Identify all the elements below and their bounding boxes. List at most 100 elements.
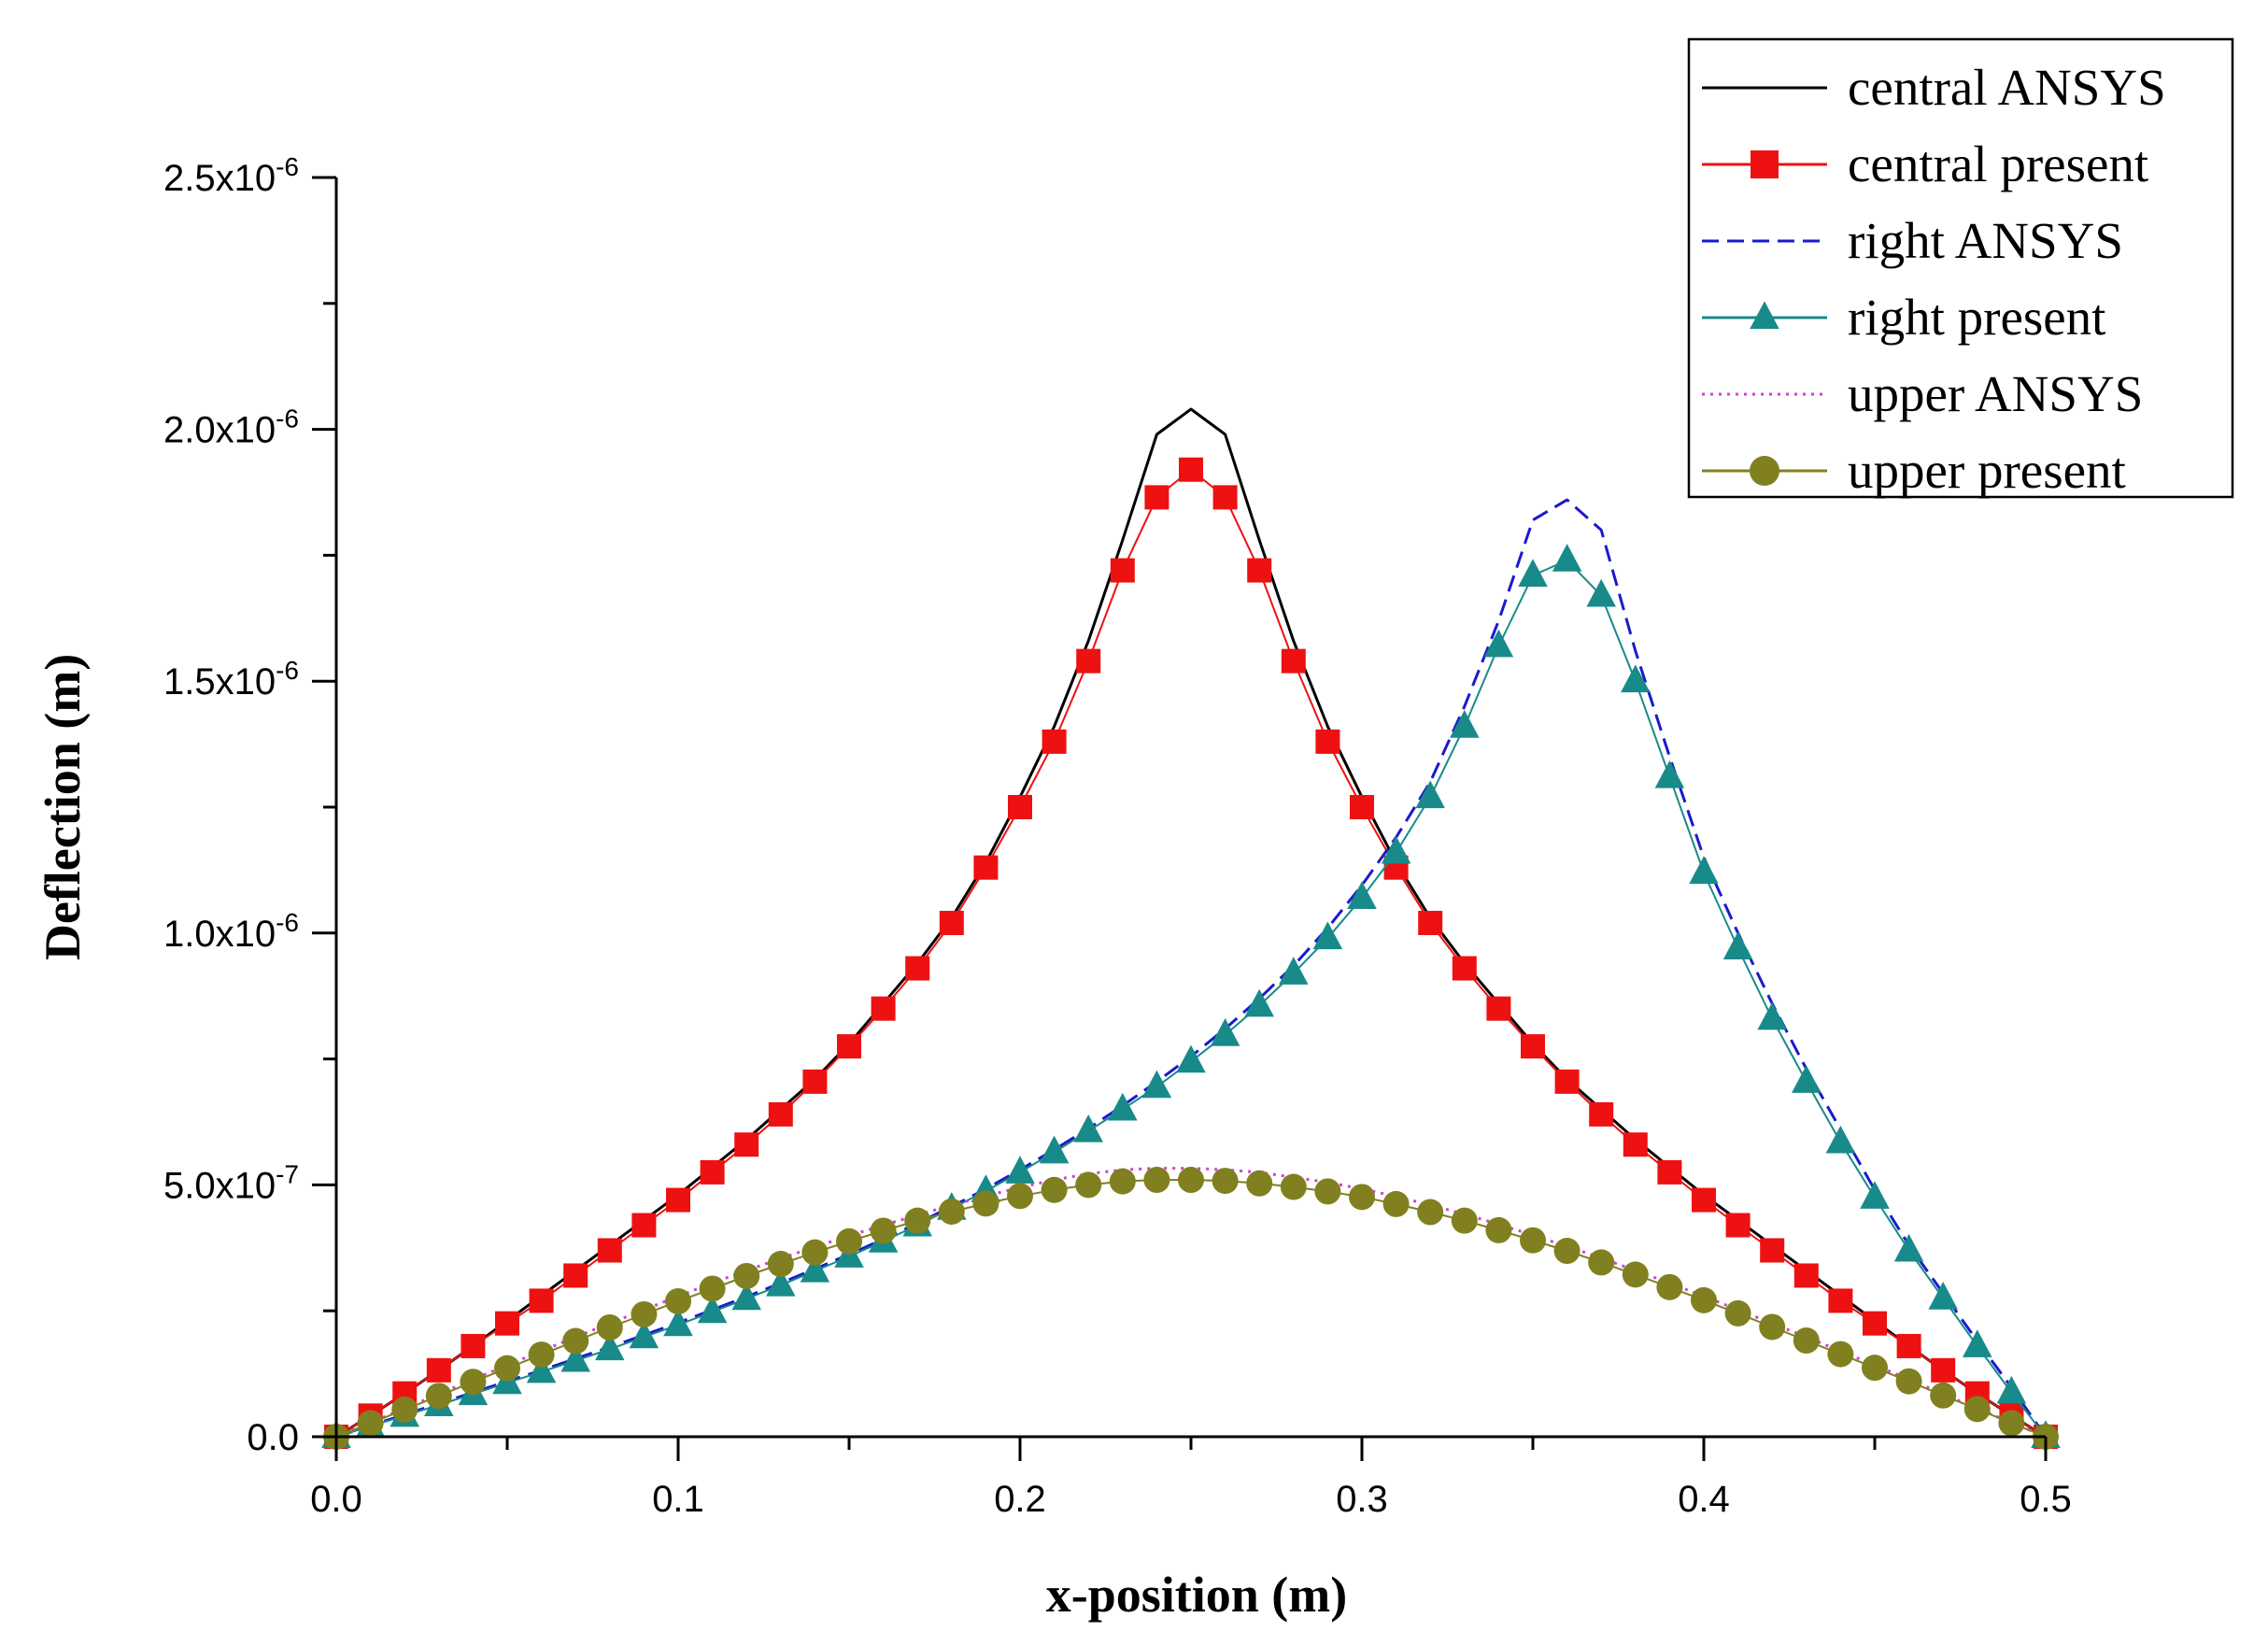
data-point-upper-present	[1007, 1183, 1033, 1210]
data-point-central-present	[666, 1187, 690, 1213]
data-point-right-present	[1963, 1329, 1992, 1357]
y-tick-label: 0.0	[247, 1417, 299, 1458]
legend-item-central-ansys: central ANSYS	[1702, 59, 2166, 116]
data-point-upper-present	[904, 1207, 931, 1234]
legend-item-right-ansys: right ANSYS	[1702, 212, 2123, 269]
x-tick-label: 0.3	[1336, 1479, 1388, 1520]
data-point-right-present	[1621, 664, 1651, 693]
legend-item-upper-present: upper present	[1702, 442, 2126, 499]
data-point-central-present	[1042, 729, 1067, 754]
data-point-right-present	[1757, 1001, 1787, 1030]
data-point-central-present	[1418, 911, 1443, 936]
legend-marker	[1751, 150, 1779, 178]
data-point-central-present	[1692, 1187, 1716, 1213]
data-point-upper-present	[1041, 1176, 1068, 1203]
data-point-right-present	[1141, 1070, 1172, 1099]
data-point-right-present	[1073, 1114, 1103, 1142]
legend: central ANSYS central present right ANSYS r…	[1687, 37, 2234, 499]
y-tick-label: 1.5x10-6	[163, 656, 299, 702]
x-tick-label: 0.4	[1678, 1479, 1730, 1520]
data-point-right-present	[526, 1355, 557, 1383]
series-line-central-ansys	[335, 407, 2047, 1439]
data-point-upper-present	[972, 1190, 999, 1217]
data-point-upper-present	[1553, 1238, 1581, 1265]
data-point-central-present	[1247, 558, 1272, 583]
data-point-central-present	[1521, 1034, 1545, 1059]
y-tick-label: 2.0x10-6	[163, 404, 299, 451]
data-point-right-present	[663, 1308, 693, 1337]
legend-marker	[1750, 456, 1779, 486]
data-point-right-present	[1005, 1156, 1035, 1184]
data-point-upper-present	[1691, 1286, 1717, 1313]
data-point-right-present	[1689, 856, 1719, 885]
data-point-right-present	[697, 1295, 728, 1324]
y-tick-layer: 0.0 5.0x10-7 1.0x10-6 1.5x10-6 2.0x10-6 2.5x1…	[163, 152, 336, 1458]
data-point-upper-present	[1827, 1341, 1854, 1368]
data-point-upper-present	[1075, 1171, 1102, 1199]
data-point-upper-present	[1451, 1207, 1478, 1234]
data-point-central-present	[563, 1263, 588, 1288]
legend-label: central present	[1848, 135, 2148, 192]
data-point-central-present	[1179, 457, 1203, 482]
data-point-central-present	[1212, 485, 1238, 510]
data-point-upper-present	[1178, 1167, 1204, 1194]
data-point-right-present	[1860, 1181, 1890, 1209]
data-point-right-present	[1347, 881, 1377, 910]
data-point-upper-present	[1930, 1382, 1957, 1409]
data-point-central-present	[1863, 1311, 1887, 1336]
data-point-upper-present	[1759, 1313, 1786, 1341]
legend-marker	[1750, 301, 1779, 329]
data-point-upper-present	[1417, 1199, 1444, 1226]
x-tick-label: 0.5	[2020, 1479, 2072, 1520]
data-point-upper-present	[733, 1262, 760, 1289]
data-point-upper-present	[1656, 1273, 1683, 1300]
data-point-right-present	[629, 1320, 659, 1349]
x-tick-label: 0.0	[310, 1479, 362, 1520]
data-point-central-present	[973, 855, 999, 880]
y-tick-label: 1.0x10-6	[163, 908, 299, 955]
x-tick-layer: 0.0 0.1 0.2 0.3 0.4 0.5	[310, 1437, 2072, 1520]
data-point-central-present	[1076, 648, 1101, 674]
data-point-right-present	[1893, 1233, 1924, 1262]
data-point-upper-present	[836, 1227, 862, 1255]
legend-item-central-present: central present	[1702, 135, 2148, 192]
data-point-central-present	[597, 1238, 622, 1263]
data-point-upper-present	[801, 1239, 829, 1266]
data-point-right-present	[1552, 544, 1582, 572]
data-point-central-present	[1452, 956, 1477, 981]
data-point-right-present	[800, 1254, 830, 1283]
data-point-right-present	[1381, 835, 1411, 864]
data-point-right-present	[1722, 931, 1753, 959]
legend-item-upper-ansys: upper ANSYS	[1702, 365, 2143, 422]
data-point-central-present	[1008, 795, 1032, 819]
data-point-right-present	[1928, 1282, 1958, 1310]
data-point-upper-present	[1212, 1168, 1239, 1195]
data-point-upper-present	[1246, 1170, 1273, 1197]
data-point-upper-present	[1109, 1168, 1136, 1195]
data-point-right-present	[1996, 1375, 2027, 1404]
data-point-right-present	[1518, 559, 1548, 587]
data-point-right-present	[731, 1282, 761, 1311]
data-point-central-present	[1486, 996, 1511, 1021]
data-point-central-present	[871, 996, 896, 1021]
data-point-central-present	[1144, 485, 1169, 510]
data-point-upper-present	[1998, 1410, 2025, 1437]
data-point-central-present	[1281, 648, 1306, 674]
series-layer	[321, 407, 2061, 1450]
data-point-upper-present	[1485, 1216, 1512, 1243]
legend-label: right ANSYS	[1848, 212, 2123, 269]
data-point-central-present	[1350, 795, 1374, 819]
data-point-right-present	[1108, 1092, 1138, 1121]
data-point-upper-present	[1622, 1261, 1649, 1288]
legend-label: right present	[1848, 289, 2105, 346]
data-point-central-present	[1931, 1357, 1956, 1383]
data-point-upper-present	[596, 1313, 623, 1341]
data-point-right-present	[595, 1332, 625, 1361]
data-point-upper-present	[665, 1287, 691, 1314]
data-point-central-present	[802, 1069, 828, 1094]
data-point-right-present	[1654, 759, 1685, 788]
x-tick-label: 0.1	[652, 1479, 704, 1520]
data-point-upper-present	[1314, 1178, 1341, 1205]
data-point-right-present	[1176, 1044, 1206, 1073]
